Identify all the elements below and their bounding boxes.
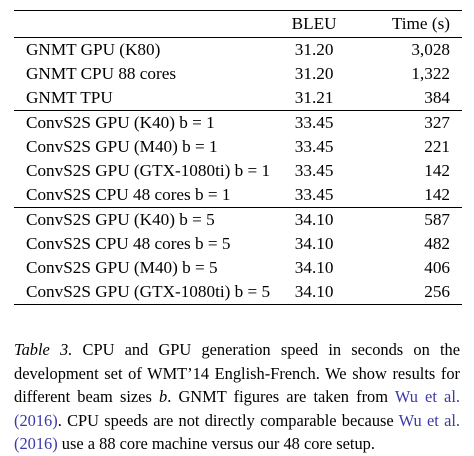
time-cell: 327 (358, 110, 462, 135)
bleu-cell: 33.45 (294, 137, 334, 156)
model-cell: ConvS2S GPU (M40) b = 1 (26, 137, 218, 156)
citation-link[interactable]: Wu et al. (2016) (14, 387, 460, 430)
time-cell: 221 (424, 137, 450, 156)
caption-text: use a 88 core machine versus our 48 core… (57, 434, 375, 454)
time-cell: 482 (424, 234, 450, 253)
table-header-row: BLEU Time (s) (14, 10, 462, 38)
model-cell: ConvS2S GPU (K40) b = 5 (14, 207, 271, 232)
bleu-cell: 33.45 (294, 185, 334, 204)
table-row: ConvS2S GPU (GTX-1080ti) b = 1 33.45 142 (14, 159, 462, 183)
bleu-cell: 34.10 (270, 207, 359, 232)
time-cell: 1,322 (411, 64, 450, 83)
model-cell: GNMT GPU (K80) (14, 37, 271, 62)
table-row: ConvS2S GPU (M40) b = 1 33.45 221 (14, 135, 462, 159)
table-row: GNMT GPU (K80) 31.20 3,028 (14, 37, 462, 62)
table-row: GNMT TPU 31.21 384 (14, 86, 462, 111)
beam-size-variable: b (159, 387, 168, 407)
group-convs2s-beam5: ConvS2S GPU (K40) b = 5 34.10 587 ConvS2… (14, 207, 462, 305)
table-row: ConvS2S GPU (GTX-1080ti) b = 5 34.10 256 (14, 280, 462, 305)
table-row: ConvS2S GPU (K40) b = 5 34.10 587 (14, 207, 462, 232)
table-row: ConvS2S CPU 48 cores b = 1 33.45 142 (14, 183, 462, 208)
group-gnmt: GNMT GPU (K80) 31.20 3,028 GNMT CPU 88 c… (14, 37, 462, 111)
bleu-cell: 31.21 (294, 88, 334, 107)
caption-text: CPU and GPU generation speed in seconds … (14, 340, 460, 407)
model-cell: ConvS2S GPU (GTX-1080ti) b = 5 (14, 280, 271, 305)
model-cell: ConvS2S GPU (M40) b = 5 (26, 258, 218, 277)
model-cell: ConvS2S CPU 48 cores b = 5 (26, 234, 231, 253)
group-convs2s-beam1: ConvS2S GPU (K40) b = 1 33.45 327 ConvS2… (14, 110, 462, 208)
bleu-cell: 31.20 (294, 64, 334, 83)
time-cell: 587 (358, 207, 462, 232)
table-caption: Table 3. CPU and GPU generation speed in… (14, 338, 460, 456)
time-cell: 384 (424, 88, 450, 107)
bleu-cell: 34.10 (294, 234, 334, 253)
time-cell: 142 (424, 161, 450, 180)
time-cell: 406 (424, 258, 450, 277)
model-cell: GNMT CPU 88 cores (26, 64, 177, 83)
bleu-cell: 33.45 (270, 110, 359, 135)
header-time: Time (s) (358, 10, 462, 38)
caption-label: Table 3. (14, 340, 73, 360)
bleu-cell: 33.45 (294, 161, 334, 180)
bleu-cell: 31.20 (270, 37, 359, 62)
model-cell: ConvS2S GPU (K40) b = 1 (14, 110, 271, 135)
table-row: ConvS2S GPU (M40) b = 5 34.10 406 (14, 256, 462, 280)
header-model (14, 10, 271, 38)
time-cell: 256 (358, 280, 462, 305)
bleu-cell: 34.10 (270, 280, 359, 305)
table-row: ConvS2S CPU 48 cores b = 5 34.10 482 (14, 232, 462, 256)
page: BLEU Time (s) GNMT GPU (K80) 31.20 3,028… (14, 10, 462, 453)
table-row: ConvS2S GPU (K40) b = 1 33.45 327 (14, 110, 462, 135)
model-cell: ConvS2S GPU (GTX-1080ti) b = 1 (26, 161, 271, 180)
time-cell: 3,028 (358, 37, 462, 62)
header-bleu: BLEU (270, 10, 359, 38)
results-table: BLEU Time (s) GNMT GPU (K80) 31.20 3,028… (14, 10, 462, 305)
time-cell: 142 (424, 185, 450, 204)
caption-text: . CPU speeds are not directly comparable… (57, 410, 399, 430)
bleu-cell: 34.10 (294, 258, 334, 277)
model-cell: ConvS2S CPU 48 cores b = 1 (26, 185, 231, 204)
model-cell: GNMT TPU (26, 88, 113, 107)
table-row: GNMT CPU 88 cores 31.20 1,322 (14, 62, 462, 86)
caption-text: . GNMT figures are taken from (167, 387, 395, 407)
